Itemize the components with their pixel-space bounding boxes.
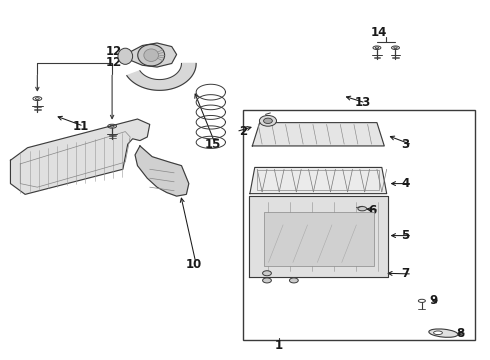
Polygon shape <box>249 196 388 277</box>
Ellipse shape <box>259 116 276 126</box>
Text: 13: 13 <box>355 96 371 109</box>
Text: 2: 2 <box>239 125 247 138</box>
Ellipse shape <box>263 271 271 276</box>
Bar <box>257 170 379 190</box>
Polygon shape <box>135 146 189 196</box>
Polygon shape <box>10 119 150 194</box>
Text: 3: 3 <box>401 138 410 151</box>
Ellipse shape <box>264 118 272 123</box>
Bar <box>243 110 475 339</box>
Text: 8: 8 <box>456 327 465 339</box>
Text: 12: 12 <box>106 56 122 69</box>
Text: 6: 6 <box>368 204 376 217</box>
Text: 12: 12 <box>106 45 122 58</box>
Bar <box>264 212 373 266</box>
Polygon shape <box>127 63 196 90</box>
Text: 11: 11 <box>73 120 89 133</box>
Text: 7: 7 <box>401 267 410 280</box>
Polygon shape <box>125 43 176 67</box>
Ellipse shape <box>263 278 271 283</box>
Ellipse shape <box>138 44 165 66</box>
Polygon shape <box>252 123 384 146</box>
Polygon shape <box>250 167 387 194</box>
Ellipse shape <box>144 49 159 62</box>
Ellipse shape <box>434 331 442 334</box>
Text: 9: 9 <box>429 294 438 307</box>
Ellipse shape <box>358 207 367 211</box>
Text: 1: 1 <box>275 339 283 352</box>
Text: 14: 14 <box>371 26 388 39</box>
Text: 4: 4 <box>401 177 410 190</box>
Ellipse shape <box>429 329 458 337</box>
Text: 15: 15 <box>205 138 221 151</box>
Ellipse shape <box>290 278 298 283</box>
Text: 5: 5 <box>401 229 410 242</box>
Ellipse shape <box>118 48 133 64</box>
Text: 10: 10 <box>185 258 202 271</box>
